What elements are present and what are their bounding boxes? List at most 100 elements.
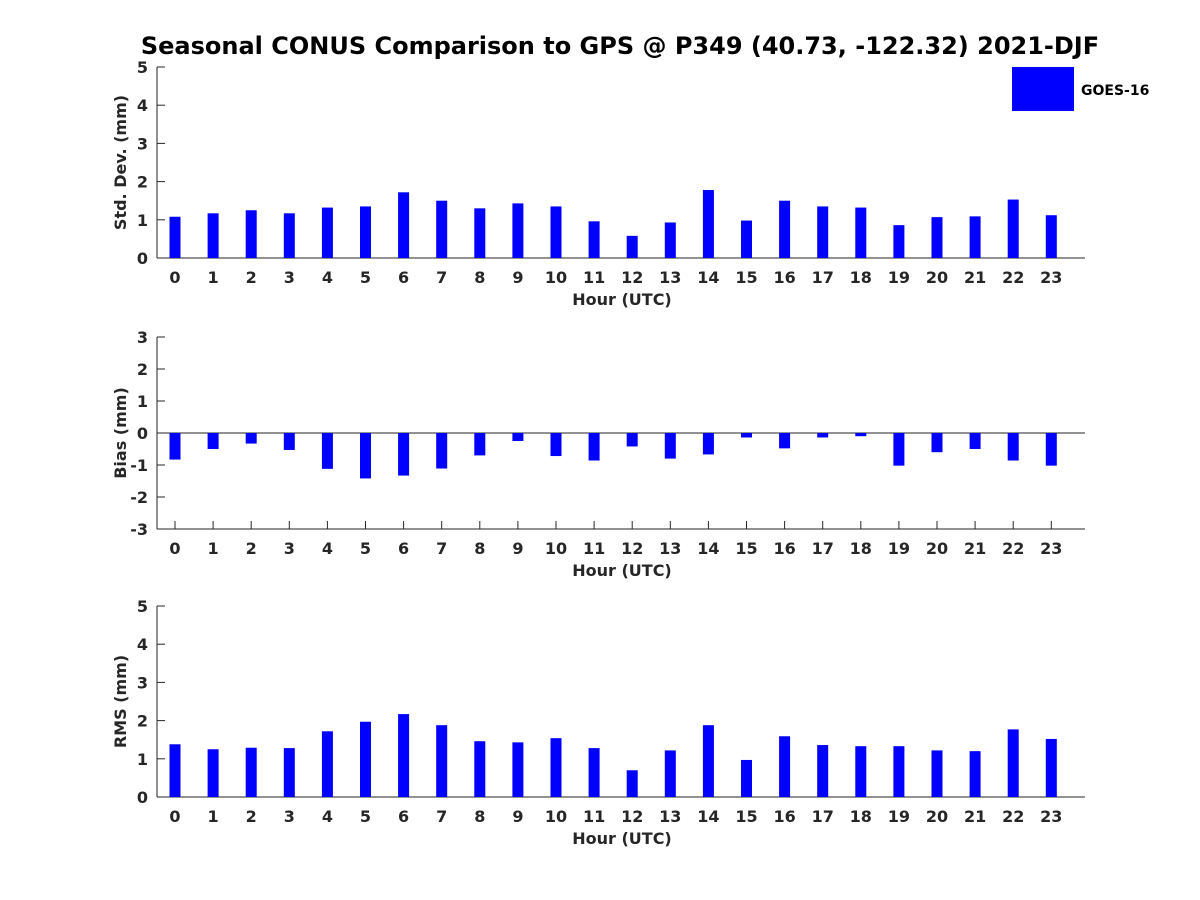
bias-xtick-label: 8 xyxy=(474,539,485,558)
rms-bar xyxy=(360,721,371,797)
std-dev-bar xyxy=(969,216,981,258)
rms-ytick-label: 4 xyxy=(137,635,148,654)
bias-xtick-label: 15 xyxy=(735,539,757,558)
rms-xtick-label: 7 xyxy=(436,807,447,826)
std-dev-bar xyxy=(779,200,791,258)
rms-xtick-label: 21 xyxy=(964,807,986,826)
rms-bar xyxy=(1045,738,1057,797)
std-dev-xtick-label: 10 xyxy=(545,268,567,287)
rms-x-axis-label: Hour (UTC) xyxy=(572,829,672,848)
bias-bar xyxy=(398,433,410,476)
bias-bar xyxy=(360,433,371,479)
bias-xtick-label: 11 xyxy=(583,539,605,558)
rms-ytick-label: 2 xyxy=(137,712,148,731)
rms-bar xyxy=(283,748,295,797)
rms-xtick-label: 18 xyxy=(850,807,872,826)
bias-xtick-label: 13 xyxy=(659,539,681,558)
rms-bar xyxy=(626,770,638,797)
bias-bar xyxy=(169,433,181,460)
rms-bar xyxy=(893,746,905,797)
bias-xtick-label: 7 xyxy=(436,539,447,558)
rms-ytick-label: 0 xyxy=(137,788,148,807)
bias-xtick-label: 19 xyxy=(888,539,910,558)
rms-bar xyxy=(1007,729,1019,797)
bias-bar xyxy=(245,433,257,444)
bias-xtick-label: 22 xyxy=(1002,539,1024,558)
std-dev-bar xyxy=(436,200,448,258)
bias-bar xyxy=(1007,433,1019,461)
std-dev-bar xyxy=(664,222,676,258)
std-dev-bar xyxy=(283,213,295,258)
bias-ytick-label: -3 xyxy=(130,520,148,539)
std-dev-xtick-label: 23 xyxy=(1040,268,1062,287)
rms-bar xyxy=(969,751,981,797)
std-dev-bar xyxy=(398,192,410,258)
std-dev-bar xyxy=(1007,199,1019,258)
bias-bar xyxy=(626,433,638,447)
std-dev-bar xyxy=(741,220,752,258)
rms-xtick-label: 4 xyxy=(322,807,333,826)
std-dev-xtick-label: 21 xyxy=(964,268,986,287)
std-dev-ytick-label: 2 xyxy=(137,173,148,192)
std-dev-bar xyxy=(626,235,638,258)
legend-label-goes-16: GOES-16 xyxy=(1081,83,1149,99)
rms-bar xyxy=(588,748,600,797)
rms-xtick-label: 1 xyxy=(208,807,219,826)
std-dev-ytick-label: 3 xyxy=(137,134,148,153)
rms-xtick-label: 16 xyxy=(773,807,795,826)
rms-bar xyxy=(321,731,333,797)
std-dev-ytick-label: 5 xyxy=(137,58,148,77)
std-dev-xtick-label: 2 xyxy=(246,268,257,287)
rms-xtick-label: 8 xyxy=(474,807,485,826)
bias-bar xyxy=(664,433,676,459)
bias-xtick-label: 10 xyxy=(545,539,567,558)
std-dev-xtick-label: 13 xyxy=(659,268,681,287)
rms-xtick-label: 20 xyxy=(926,807,948,826)
bias-xtick-label: 4 xyxy=(322,539,333,558)
std-dev-bar xyxy=(207,213,219,258)
bias-xtick-label: 17 xyxy=(812,539,834,558)
legend-swatch-goes-16 xyxy=(1012,67,1074,111)
std-dev-xtick-label: 22 xyxy=(1002,268,1024,287)
bias-bar xyxy=(931,433,943,453)
rms-xtick-label: 9 xyxy=(512,807,523,826)
bias-bar xyxy=(741,433,752,438)
std-dev-bar xyxy=(1045,215,1057,258)
bias-xtick-label: 1 xyxy=(208,539,219,558)
rms-xtick-label: 13 xyxy=(659,807,681,826)
std-dev-bar xyxy=(893,225,905,258)
std-dev-xtick-label: 20 xyxy=(926,268,948,287)
rms-xtick-label: 22 xyxy=(1002,807,1024,826)
std-dev-xtick-label: 6 xyxy=(398,268,409,287)
bias-bar xyxy=(512,433,524,441)
rms-xtick-label: 0 xyxy=(169,807,180,826)
std-dev-xtick-label: 14 xyxy=(697,268,719,287)
bias-ytick-label: 0 xyxy=(137,424,148,443)
bias-xtick-label: 0 xyxy=(169,539,180,558)
rms-xtick-label: 15 xyxy=(735,807,757,826)
std-dev-bar xyxy=(588,221,600,258)
std-dev-xtick-label: 15 xyxy=(735,268,757,287)
std-dev-bar xyxy=(169,216,181,258)
bias-xtick-label: 6 xyxy=(398,539,409,558)
std-dev-xtick-label: 12 xyxy=(621,268,643,287)
rms-xtick-label: 19 xyxy=(888,807,910,826)
bias-xtick-label: 5 xyxy=(360,539,371,558)
bias-xtick-label: 20 xyxy=(926,539,948,558)
rms-bar xyxy=(550,738,562,797)
legend: GOES-16 xyxy=(1012,67,1149,111)
std-dev-xtick-label: 17 xyxy=(812,268,834,287)
bias-x-axis-label: Hour (UTC) xyxy=(572,561,672,580)
std-dev-bar xyxy=(550,206,562,258)
bias-bar xyxy=(283,433,295,450)
rms-bar xyxy=(169,744,181,797)
rms-ytick-label: 5 xyxy=(137,597,148,616)
rms-xtick-label: 12 xyxy=(621,807,643,826)
rms-bar xyxy=(779,736,791,797)
bias-bar xyxy=(550,433,562,457)
rms-bar xyxy=(931,750,943,797)
std-dev-xtick-label: 8 xyxy=(474,268,485,287)
bias-bar xyxy=(855,433,867,437)
std-dev-xtick-label: 16 xyxy=(773,268,795,287)
